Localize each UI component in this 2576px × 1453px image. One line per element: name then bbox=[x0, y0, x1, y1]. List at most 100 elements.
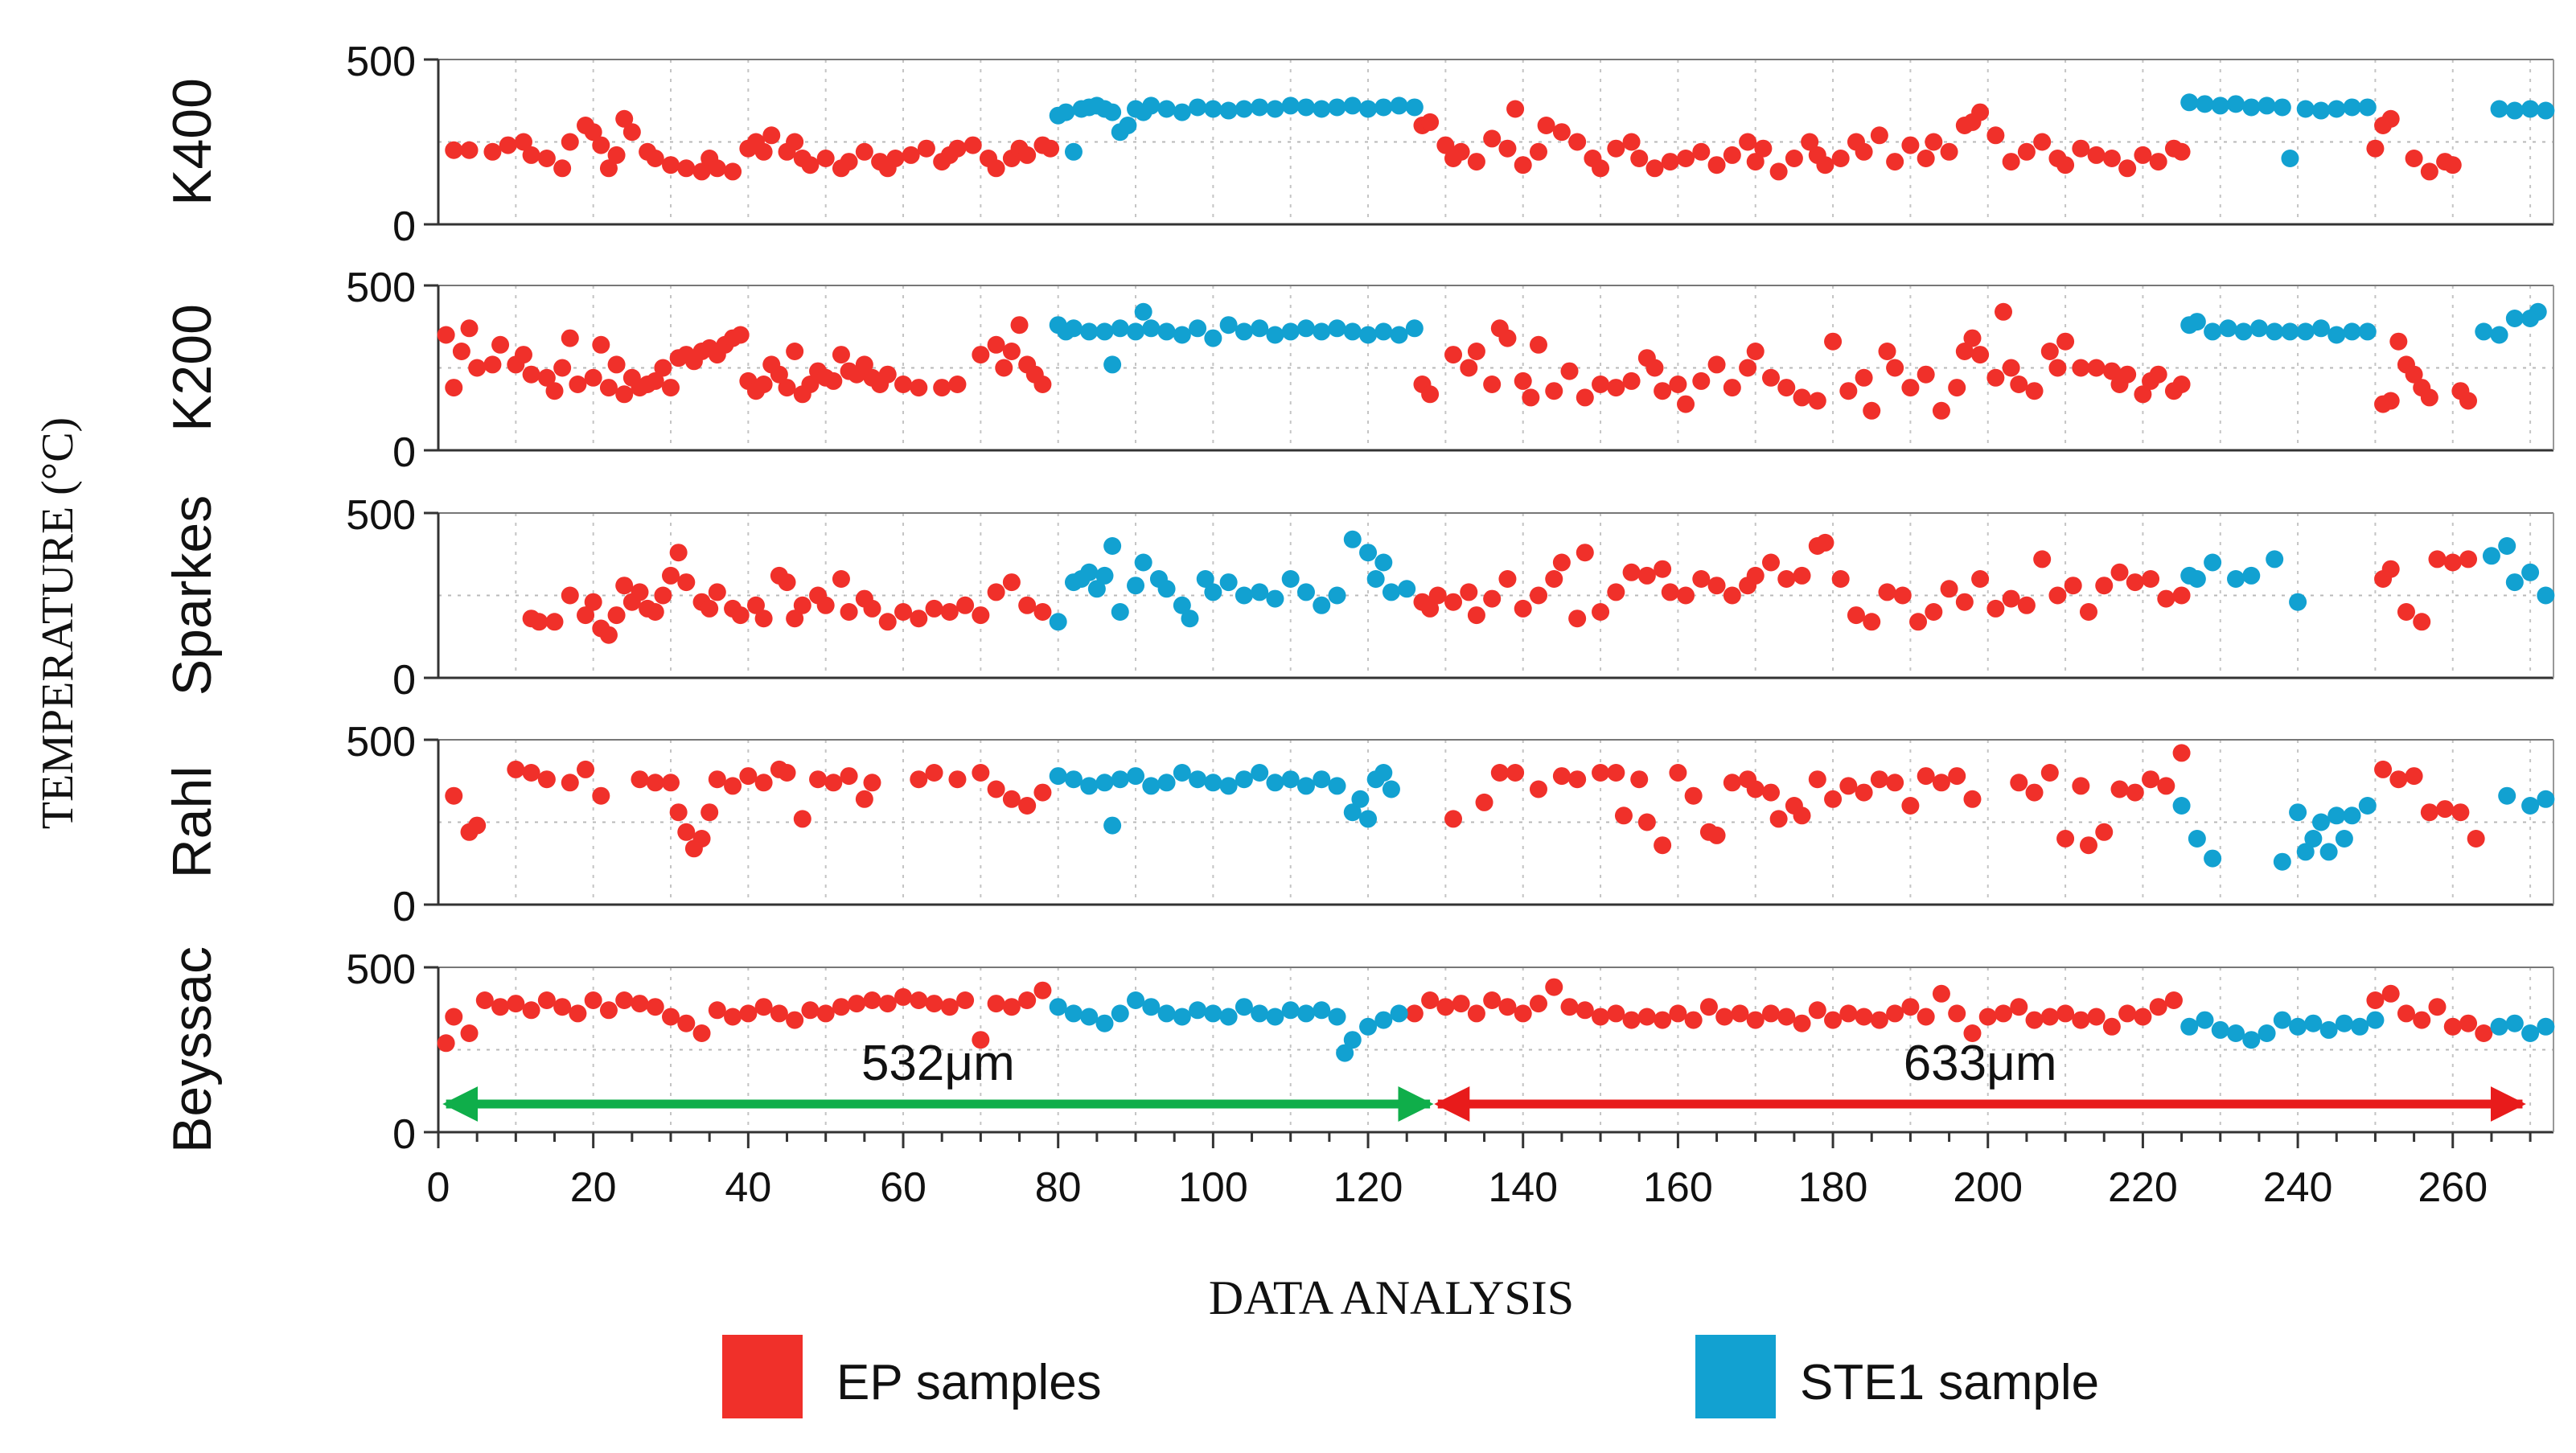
data-point-ep bbox=[2142, 770, 2160, 789]
data-point-ste bbox=[2242, 1031, 2261, 1049]
data-point-ep bbox=[1576, 1001, 1594, 1020]
data-point-ste bbox=[1390, 1004, 1408, 1023]
data-point-ep bbox=[1893, 586, 1912, 605]
data-point-ste bbox=[2498, 537, 2516, 555]
data-point-ste bbox=[2490, 100, 2508, 118]
data-point-ep bbox=[1452, 142, 1470, 161]
data-point-ep bbox=[1421, 599, 1440, 618]
data-point-ep bbox=[445, 141, 463, 159]
data-point-ep bbox=[987, 583, 1005, 601]
data-point-ep bbox=[1033, 376, 1052, 393]
data-point-ep bbox=[2134, 385, 2152, 404]
data-point-ste bbox=[2304, 1014, 2323, 1032]
data-point-ep bbox=[2110, 563, 2129, 581]
data-point-ep bbox=[2164, 991, 2183, 1009]
data-point-ep bbox=[677, 573, 696, 592]
data-point-ep bbox=[863, 774, 881, 792]
data-point-ep bbox=[1460, 583, 1478, 601]
data-point-ep bbox=[646, 371, 664, 390]
data-point-ep bbox=[483, 355, 502, 374]
data-point-ep bbox=[2459, 392, 2478, 410]
data-point-ep bbox=[2072, 777, 2090, 795]
data-point-ep bbox=[1793, 807, 1811, 825]
data-point-ep bbox=[2072, 359, 2090, 377]
data-point-ep bbox=[1529, 995, 1547, 1013]
data-point-ste bbox=[1219, 101, 1238, 120]
data-point-ep bbox=[1684, 786, 1703, 805]
data-point-ste bbox=[1235, 322, 1253, 341]
data-point-ste bbox=[2366, 1011, 2385, 1029]
data-point-ep bbox=[584, 991, 602, 1009]
panel-label-beyssac: Beyssac bbox=[162, 946, 223, 1153]
data-point-ste bbox=[2227, 95, 2245, 113]
data-point-ep bbox=[1498, 998, 1517, 1016]
data-point-ep bbox=[2064, 577, 2082, 595]
y-tick-label: 500 bbox=[346, 265, 416, 311]
data-point-ep bbox=[786, 343, 804, 360]
data-point-ste bbox=[1080, 563, 1099, 581]
data-point-ep bbox=[1677, 150, 1695, 167]
data-point-ep bbox=[615, 991, 634, 1009]
data-point-ste bbox=[2258, 96, 2276, 115]
data-point-ste bbox=[1204, 1004, 1222, 1023]
data-point-ep bbox=[514, 133, 532, 151]
data-point-ep bbox=[615, 577, 634, 595]
data-point-ep bbox=[1699, 998, 1718, 1016]
data-point-ep bbox=[840, 603, 858, 621]
data-point-ep bbox=[2420, 388, 2438, 407]
data-point-ste bbox=[1366, 570, 1385, 588]
data-point-ep bbox=[731, 606, 750, 625]
data-point-ep bbox=[1901, 998, 1920, 1016]
data-point-ep bbox=[1490, 764, 1509, 782]
data-point-ep bbox=[1816, 156, 1834, 174]
data-point-ep bbox=[1901, 379, 1920, 397]
data-point-ep bbox=[677, 823, 696, 841]
data-point-ste bbox=[2327, 326, 2346, 344]
data-point-ste bbox=[2227, 570, 2245, 588]
data-point-ep bbox=[933, 379, 951, 397]
x-tick-label: 220 bbox=[2108, 1164, 2178, 1211]
data-point-ep bbox=[1723, 586, 1741, 605]
data-point-ep bbox=[1723, 379, 1741, 397]
data-point-ep bbox=[1808, 392, 1826, 410]
data-point-ep bbox=[1793, 1014, 1811, 1032]
data-point-ste bbox=[2537, 586, 2555, 605]
data-point-ste bbox=[1266, 326, 1284, 344]
x-tick-label: 200 bbox=[1953, 1164, 2023, 1211]
range-label: 633μm bbox=[1904, 1036, 2057, 1091]
data-point-ep bbox=[1552, 553, 1571, 572]
data-point-ep bbox=[2010, 774, 2028, 792]
data-point-ep bbox=[724, 162, 742, 181]
data-point-ep bbox=[1483, 991, 1502, 1009]
data-point-ste bbox=[1359, 1017, 1378, 1036]
data-point-ep bbox=[1839, 777, 1858, 795]
legend-label-ste: STE1 sample bbox=[1800, 1355, 2099, 1410]
data-point-ep bbox=[754, 376, 773, 393]
data-point-ep bbox=[1769, 162, 1788, 181]
data-point-ste bbox=[2505, 310, 2524, 327]
data-point-ste bbox=[2204, 322, 2222, 341]
data-point-ste bbox=[1173, 596, 1191, 614]
data-point-ste bbox=[1235, 586, 1253, 605]
data-point-ste bbox=[2289, 803, 2307, 822]
data-point-ep bbox=[1467, 606, 1485, 625]
data-point-ste bbox=[2204, 553, 2222, 572]
data-point-ep bbox=[607, 355, 626, 374]
data-point-ep bbox=[940, 603, 959, 621]
data-point-ste bbox=[1281, 570, 1300, 588]
data-point-ep bbox=[917, 139, 935, 158]
data-point-ep bbox=[1901, 797, 1920, 815]
range-label: 532μm bbox=[861, 1036, 1015, 1091]
data-point-ste bbox=[1111, 1004, 1129, 1023]
data-point-ep bbox=[1863, 401, 1881, 420]
data-point-ste bbox=[1103, 816, 1122, 835]
data-point-ep bbox=[1614, 807, 1633, 825]
data-point-ste bbox=[1374, 764, 1393, 782]
data-point-ep bbox=[1777, 1008, 1796, 1026]
data-point-ste bbox=[1328, 777, 1346, 795]
data-point-ep bbox=[2002, 589, 2020, 608]
data-point-ste bbox=[1266, 589, 1284, 608]
data-point-ep bbox=[1529, 780, 1547, 798]
data-point-ste bbox=[1080, 1008, 1099, 1026]
data-point-ep bbox=[2428, 998, 2447, 1016]
